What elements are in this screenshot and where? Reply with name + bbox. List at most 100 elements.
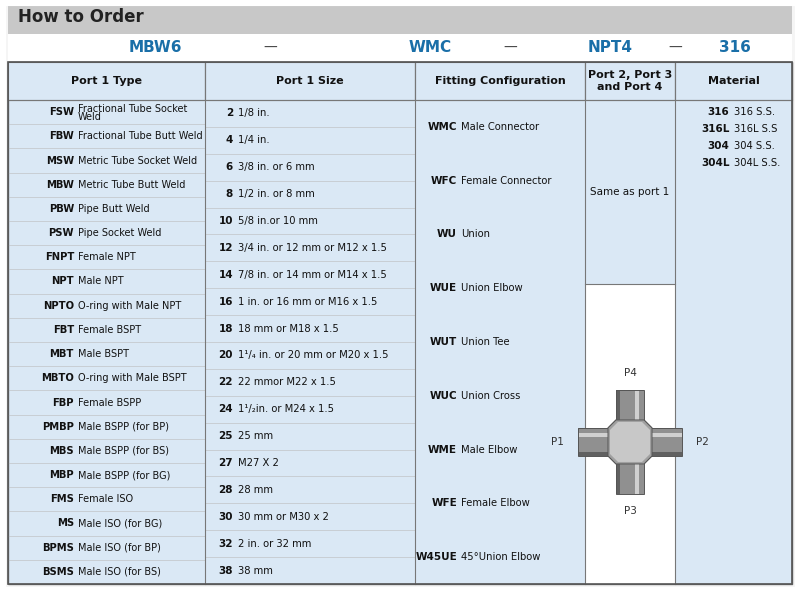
Bar bbox=[578, 433, 616, 437]
Text: MBTO: MBTO bbox=[41, 374, 74, 383]
Text: 18 mm or M18 x 1.5: 18 mm or M18 x 1.5 bbox=[238, 324, 338, 333]
Text: 30: 30 bbox=[218, 511, 233, 522]
Text: W45UE: W45UE bbox=[415, 552, 457, 562]
Text: 316L: 316L bbox=[701, 124, 730, 134]
Text: PSW: PSW bbox=[49, 228, 74, 238]
Text: 27: 27 bbox=[218, 458, 233, 468]
Text: FNPT: FNPT bbox=[45, 252, 74, 262]
Text: Male Connector: Male Connector bbox=[461, 122, 539, 132]
Bar bbox=[578, 452, 616, 456]
Text: Male BSPP (for BG): Male BSPP (for BG) bbox=[78, 470, 170, 480]
Text: BPMS: BPMS bbox=[42, 543, 74, 553]
Text: Fractional Tube Butt Weld: Fractional Tube Butt Weld bbox=[78, 131, 202, 141]
Text: P1: P1 bbox=[551, 437, 564, 447]
Text: WFE: WFE bbox=[431, 498, 457, 509]
Text: FBW: FBW bbox=[50, 131, 74, 141]
Bar bbox=[616, 456, 644, 494]
Bar bbox=[585, 284, 675, 584]
Text: PBW: PBW bbox=[49, 204, 74, 214]
Bar bbox=[616, 390, 644, 428]
Text: MBT: MBT bbox=[50, 349, 74, 359]
Text: Union Tee: Union Tee bbox=[461, 337, 510, 347]
Text: 3/8 in. or 6 mm: 3/8 in. or 6 mm bbox=[238, 162, 314, 172]
Text: Female Connector: Female Connector bbox=[461, 176, 551, 186]
Text: —: — bbox=[668, 41, 682, 55]
Text: 22: 22 bbox=[218, 377, 233, 387]
Text: 12: 12 bbox=[218, 243, 233, 253]
Bar bbox=[616, 390, 620, 428]
Text: PMBP: PMBP bbox=[42, 422, 74, 432]
Text: 28: 28 bbox=[218, 485, 233, 495]
Text: How to Order: How to Order bbox=[18, 8, 144, 26]
Text: NPT: NPT bbox=[51, 276, 74, 287]
Text: FMS: FMS bbox=[50, 494, 74, 504]
Text: 6: 6 bbox=[226, 162, 233, 172]
Bar bbox=[644, 433, 682, 437]
Text: WUT: WUT bbox=[430, 337, 457, 347]
Text: 1/8 in.: 1/8 in. bbox=[238, 108, 270, 118]
Text: WMC: WMC bbox=[409, 40, 451, 56]
Bar bbox=[635, 390, 639, 428]
Bar bbox=[578, 428, 616, 456]
Polygon shape bbox=[608, 420, 652, 464]
Text: 5/8 in.or 10 mm: 5/8 in.or 10 mm bbox=[238, 216, 318, 226]
Bar bbox=[616, 456, 620, 494]
Bar bbox=[415, 62, 585, 100]
Text: 1/2 in. or 8 mm: 1/2 in. or 8 mm bbox=[238, 189, 314, 199]
Text: P3: P3 bbox=[623, 506, 637, 516]
Bar bbox=[8, 62, 205, 100]
Text: Weld: Weld bbox=[78, 112, 102, 122]
Text: Male ISO (for BG): Male ISO (for BG) bbox=[78, 519, 162, 529]
Text: 20: 20 bbox=[218, 350, 233, 361]
Text: 38 mm: 38 mm bbox=[238, 565, 273, 575]
Text: MBS: MBS bbox=[50, 446, 74, 456]
Text: Material: Material bbox=[708, 76, 759, 86]
Bar bbox=[644, 428, 682, 456]
Text: 4: 4 bbox=[226, 136, 233, 145]
Text: 28 mm: 28 mm bbox=[238, 485, 273, 495]
Text: Port 1 Type: Port 1 Type bbox=[71, 76, 142, 86]
Text: Male BSPP (for BS): Male BSPP (for BS) bbox=[78, 446, 169, 456]
Text: FBP: FBP bbox=[53, 397, 74, 407]
Text: WU: WU bbox=[437, 230, 457, 239]
Text: MBW6: MBW6 bbox=[128, 40, 182, 56]
Text: 38: 38 bbox=[218, 565, 233, 575]
Text: P2: P2 bbox=[696, 437, 709, 447]
Text: 8: 8 bbox=[226, 189, 233, 199]
Text: WMC: WMC bbox=[427, 122, 457, 132]
Text: 2 in. or 32 mm: 2 in. or 32 mm bbox=[238, 539, 311, 549]
Text: 25 mm: 25 mm bbox=[238, 431, 273, 441]
Text: Female NPT: Female NPT bbox=[78, 252, 136, 262]
Text: Fractional Tube Socket: Fractional Tube Socket bbox=[78, 104, 187, 114]
Text: 304: 304 bbox=[708, 141, 730, 151]
Text: Male ISO (for BS): Male ISO (for BS) bbox=[78, 567, 161, 577]
Text: 24: 24 bbox=[218, 404, 233, 414]
Text: —: — bbox=[503, 41, 517, 55]
Text: 14: 14 bbox=[218, 270, 233, 280]
Bar bbox=[616, 456, 644, 494]
Bar bbox=[644, 428, 682, 456]
Bar bbox=[635, 456, 639, 494]
Text: P4: P4 bbox=[623, 368, 637, 378]
Bar bbox=[644, 452, 682, 456]
Text: Male Elbow: Male Elbow bbox=[461, 445, 518, 455]
Text: 304L S.S.: 304L S.S. bbox=[734, 158, 780, 168]
Text: Same as port 1: Same as port 1 bbox=[590, 187, 670, 197]
Text: Female BSPP: Female BSPP bbox=[78, 397, 142, 407]
Text: 316 S.S.: 316 S.S. bbox=[734, 107, 774, 117]
Text: —: — bbox=[263, 41, 277, 55]
Text: 32: 32 bbox=[218, 539, 233, 549]
Text: 22 mmor M22 x 1.5: 22 mmor M22 x 1.5 bbox=[238, 377, 336, 387]
Text: 45°Union Elbow: 45°Union Elbow bbox=[461, 552, 540, 562]
Text: Union: Union bbox=[461, 230, 490, 239]
Bar bbox=[8, 62, 792, 584]
Text: Metric Tube Socket Weld: Metric Tube Socket Weld bbox=[78, 156, 197, 166]
Text: BSMS: BSMS bbox=[42, 567, 74, 577]
Text: Pipe Socket Weld: Pipe Socket Weld bbox=[78, 228, 162, 238]
Text: Male NPT: Male NPT bbox=[78, 276, 124, 287]
Text: 25: 25 bbox=[218, 431, 233, 441]
Text: NPTO: NPTO bbox=[43, 301, 74, 311]
Text: Union Cross: Union Cross bbox=[461, 391, 520, 401]
Text: 304 S.S.: 304 S.S. bbox=[734, 141, 774, 151]
Text: Pipe Butt Weld: Pipe Butt Weld bbox=[78, 204, 150, 214]
